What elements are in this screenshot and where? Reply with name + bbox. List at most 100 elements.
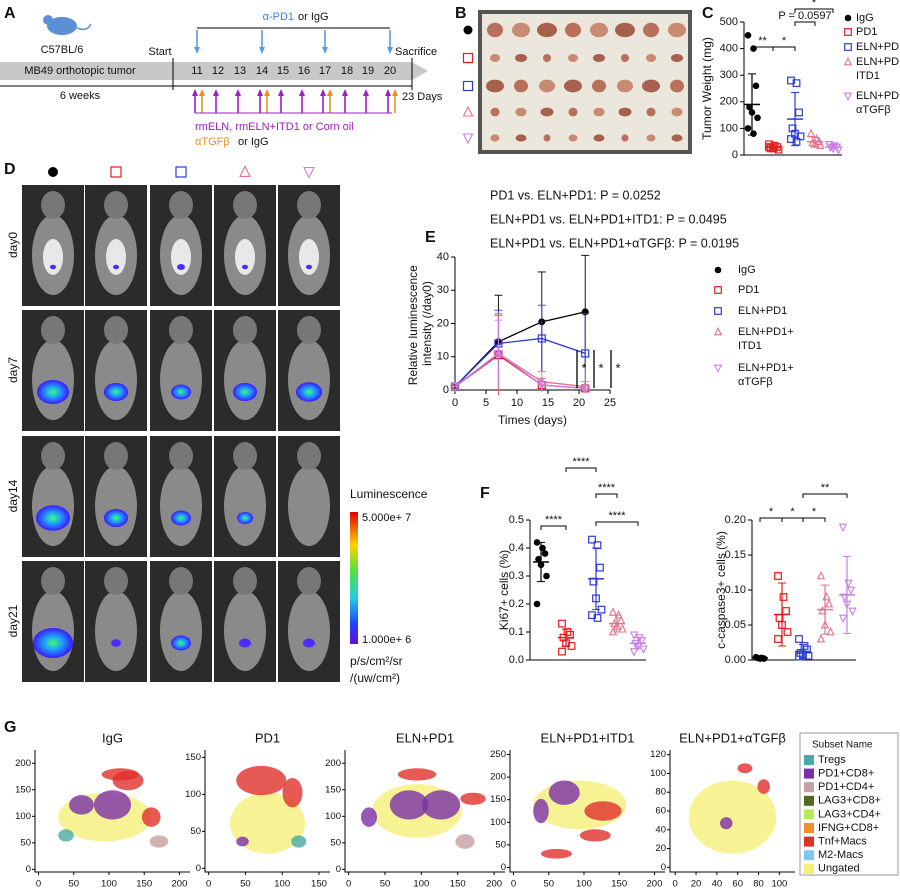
cluster-region xyxy=(737,763,753,774)
tumor xyxy=(646,134,656,142)
tumor xyxy=(621,134,629,142)
y-tick-label: 0 xyxy=(501,862,506,873)
group-symbol xyxy=(462,105,474,117)
point xyxy=(744,32,752,39)
y-tick-label: 200 xyxy=(15,758,31,769)
x-tick-label: 0 xyxy=(206,879,211,890)
x-tick-label: 100 xyxy=(771,879,787,890)
timeline-arrow xyxy=(412,62,428,80)
day-number: 20 xyxy=(384,65,396,77)
mouse-icon xyxy=(43,15,53,25)
legend-marker xyxy=(843,56,853,66)
significance-label: * xyxy=(769,506,774,518)
x-tick-label: 100 xyxy=(576,879,592,890)
tumor xyxy=(646,107,656,117)
x-tick-label: 150 xyxy=(611,879,627,890)
treatment-arrowhead xyxy=(363,89,369,96)
luminescence xyxy=(111,639,121,647)
axes xyxy=(344,750,505,873)
legend-label: ELN+PD1+αTGFβ xyxy=(738,362,794,388)
treatment-arrowhead xyxy=(385,89,391,96)
axes xyxy=(34,750,190,873)
y-tick-label: 20 xyxy=(437,317,449,329)
tumor xyxy=(490,54,500,62)
tumor xyxy=(568,134,578,142)
mouse-head xyxy=(297,567,321,595)
y-tick-label: 100 xyxy=(185,789,201,800)
mouse-head xyxy=(104,567,128,595)
day-number: 17 xyxy=(319,65,331,77)
cluster-region xyxy=(69,795,94,815)
cluster-region xyxy=(460,792,486,805)
tumor xyxy=(593,134,605,142)
tumor xyxy=(621,54,629,62)
mouse-body xyxy=(288,466,330,546)
significance-label: **** xyxy=(545,514,563,526)
x-tick-label: 100 xyxy=(101,879,117,890)
tumor xyxy=(642,79,660,93)
legend-marker xyxy=(844,28,852,36)
x-tick-label: 50 xyxy=(68,879,79,890)
point xyxy=(816,570,826,580)
legend-label: ELN+PD1+ITD1 xyxy=(856,56,900,82)
luminescence xyxy=(50,264,56,270)
legend-label: PD1+CD4+ xyxy=(818,781,874,793)
y-axis-label: c-caspase3+ cells (%) xyxy=(714,531,728,649)
treatment-arrowhead xyxy=(192,89,198,96)
start-label: Start xyxy=(148,46,171,58)
mouse-body xyxy=(224,466,266,546)
fur-patch xyxy=(299,239,319,275)
point xyxy=(580,384,590,394)
x-tick-label: 50 xyxy=(543,879,554,890)
x-tick-label: 200 xyxy=(172,879,188,890)
treatment-label: rmELN, rmELN+ITD1 or Corn oil xyxy=(195,121,354,133)
fur-patch xyxy=(235,239,255,275)
mouse-head xyxy=(41,442,65,470)
luminescence xyxy=(233,383,257,401)
point xyxy=(541,550,549,557)
point xyxy=(810,139,820,148)
tumor xyxy=(646,54,656,62)
y-tick-label: 0.4 xyxy=(509,542,524,554)
tgf-arrowhead xyxy=(264,89,270,96)
antibody-alt-label: or IgG xyxy=(298,11,329,23)
legend-marker xyxy=(843,92,853,102)
y-tick-label: 0 xyxy=(336,864,341,875)
significance-label: * xyxy=(782,35,787,47)
point xyxy=(629,631,639,640)
timeline-bar xyxy=(0,62,412,80)
antibody-arrowhead xyxy=(387,47,393,54)
mouse-body xyxy=(224,591,266,671)
luminescence xyxy=(306,264,312,270)
luminescence xyxy=(171,635,191,651)
y-tick-label: 250 xyxy=(490,749,506,760)
panel-title: PD1 xyxy=(255,730,280,745)
point xyxy=(816,140,825,150)
point xyxy=(792,79,801,88)
x-tick-label: 50 xyxy=(240,879,251,890)
mouse-head xyxy=(297,316,321,344)
tumor xyxy=(490,107,500,117)
point xyxy=(779,593,788,601)
axes xyxy=(509,750,665,873)
panel-label: F xyxy=(480,485,490,502)
y-tick-label: 10 xyxy=(437,351,449,363)
mouse-body xyxy=(288,340,330,420)
x-tick-label: 0 xyxy=(452,397,458,409)
y-tick-label: 20 xyxy=(655,843,666,854)
tumor xyxy=(515,107,527,117)
mouse-body xyxy=(224,340,266,420)
tumor xyxy=(592,79,606,93)
mouse-head xyxy=(104,316,128,344)
y-tick-label: 200 xyxy=(720,96,738,108)
y-tick-label: 150 xyxy=(325,784,341,795)
cluster-region xyxy=(149,835,169,848)
mouse-head xyxy=(169,567,193,595)
cluster-region xyxy=(397,768,437,781)
y-tick-label: 30 xyxy=(437,284,449,296)
day-number: 19 xyxy=(362,65,374,77)
x-tick-label: 15 xyxy=(542,397,554,409)
tgf-arrowhead xyxy=(199,89,205,96)
cluster-region xyxy=(548,780,580,805)
